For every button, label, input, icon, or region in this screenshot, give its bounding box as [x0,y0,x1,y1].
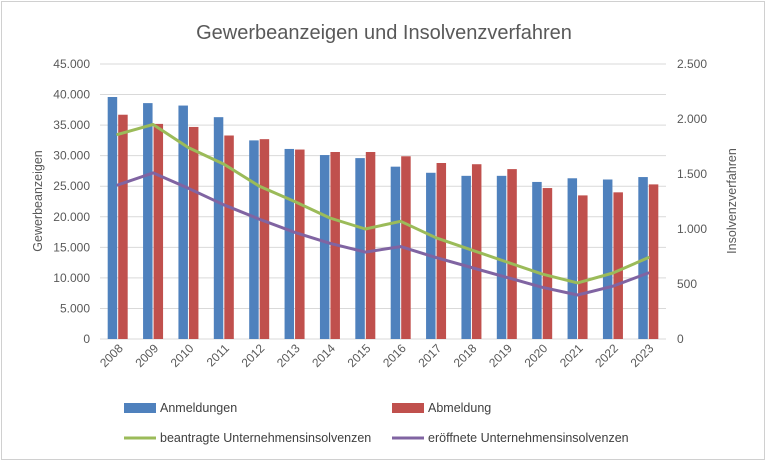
bar-abmeldung-2017 [436,163,447,339]
bar-anmeldungen-2009 [143,103,153,339]
bar-anmeldungen-2013 [284,148,295,339]
bar-anmeldungen-2008 [107,97,118,339]
y-tick-label: 35.000 [53,118,90,132]
y2-tick-label: 0 [677,332,684,346]
y-tick-label: 15.000 [53,240,90,254]
line-series-beantragte [116,123,650,285]
bar-abmeldung-2022 [613,192,623,339]
x-tick-label: 2008 [97,341,126,370]
x-tick-label: 2017 [415,341,444,370]
bar-anmeldungen-2010 [178,105,188,339]
legend-label: eröffnete Unternehmensinsolvenzen [428,431,629,445]
bar-abmeldung-2011 [224,135,234,339]
bar-abmeldung-2023 [648,184,659,339]
bar-anmeldungen-2012 [249,140,259,339]
y2-tick-label: 2.000 [677,112,707,126]
y-tick-label: 45.000 [53,57,90,71]
x-tick-label: 2016 [380,341,409,370]
y-tick-label: 25.000 [53,179,90,193]
legend-label: beantragte Unternehmensinsolvenzen [160,431,371,445]
bar-anmeldungen-2016 [390,166,401,339]
x-tick-label: 2013 [274,341,303,370]
bar-anmeldungen-2021 [567,178,578,339]
x-tick-label: 2015 [345,341,374,370]
legend: Anmeldungen Abmeldung beantragte Unternehm… [124,401,629,445]
y2-tick-label: 2.500 [677,57,707,71]
chart-frame: Gewerbeanzeigen und Insolvenzverfahren 0… [1,1,765,460]
x-tick-label: 2014 [309,341,338,370]
bars [107,97,659,340]
y-tick-label: 0 [83,332,90,346]
y-tick-label: 10.000 [53,271,90,285]
y-tick-label: 5.000 [60,301,90,315]
x-tick-label: 2020 [522,341,551,370]
y-axis-right-title: Insolvenzverfahren [725,148,739,254]
y-tick-label: 40.000 [53,88,90,102]
legend-label: Abmeldung [428,401,491,415]
x-tick-label: 2023 [628,341,657,370]
bar-anmeldungen-2014 [319,155,330,339]
line-series-eroeffnete [116,171,650,297]
x-tick-label: 2019 [486,341,515,370]
chart-title: Gewerbeanzeigen und Insolvenzverfahren [196,22,572,44]
legend-label: Anmeldungen [160,401,237,415]
x-tick-label: 2011 [204,341,232,369]
bar-anmeldungen-2011 [213,117,224,340]
y2-tick-label: 1.000 [677,222,707,236]
bar-anmeldungen-2018 [461,175,471,339]
y-axis-right-ticks: 0 500 1.000 1.500 2.000 2.500 [677,57,707,346]
y2-tick-label: 500 [677,277,697,291]
x-tick-label: 2018 [451,341,480,370]
bar-anmeldungen-2020 [532,181,542,339]
y-tick-label: 20.000 [53,210,90,224]
x-tick-label: 2022 [592,341,621,370]
chart: Gewerbeanzeigen und Insolvenzverfahren 0… [31,22,739,445]
bar-abmeldung-2008 [118,114,128,339]
x-tick-label: 2012 [239,341,268,370]
x-tick-label: 2021 [557,341,586,370]
bar-abmeldung-2009 [153,123,164,339]
x-tick-label: 2009 [132,341,161,370]
y-axis-left-ticks: 0 5.000 10.000 15.000 20.000 25.000 30.000 35.0… [53,57,90,346]
bar-anmeldungen-2015 [355,158,365,339]
bar-anmeldungen-2019 [496,175,507,339]
bar-anmeldungen-2022 [602,179,613,339]
bar-abmeldung-2012 [259,139,270,339]
y-axis-left-title: Gewerbeanzeigen [31,150,45,252]
bar-anmeldungen-2023 [638,177,648,339]
y2-tick-label: 1.500 [677,167,707,181]
bar-abmeldung-2020 [542,188,553,339]
legend-swatch [124,403,156,413]
bar-abmeldung-2010 [188,126,199,339]
legend-swatch [392,403,424,413]
x-axis-ticks: 2008 2009 2010 2011 2012 2013 2014 2015 2016 2017… [97,341,657,370]
bar-abmeldung-2015 [365,152,376,339]
y-tick-label: 30.000 [53,149,90,163]
x-tick-label: 2010 [168,341,197,370]
bar-abmeldung-2013 [295,149,305,339]
lines [116,123,650,297]
bar-abmeldung-2019 [507,169,517,339]
bar-abmeldung-2021 [578,195,588,339]
